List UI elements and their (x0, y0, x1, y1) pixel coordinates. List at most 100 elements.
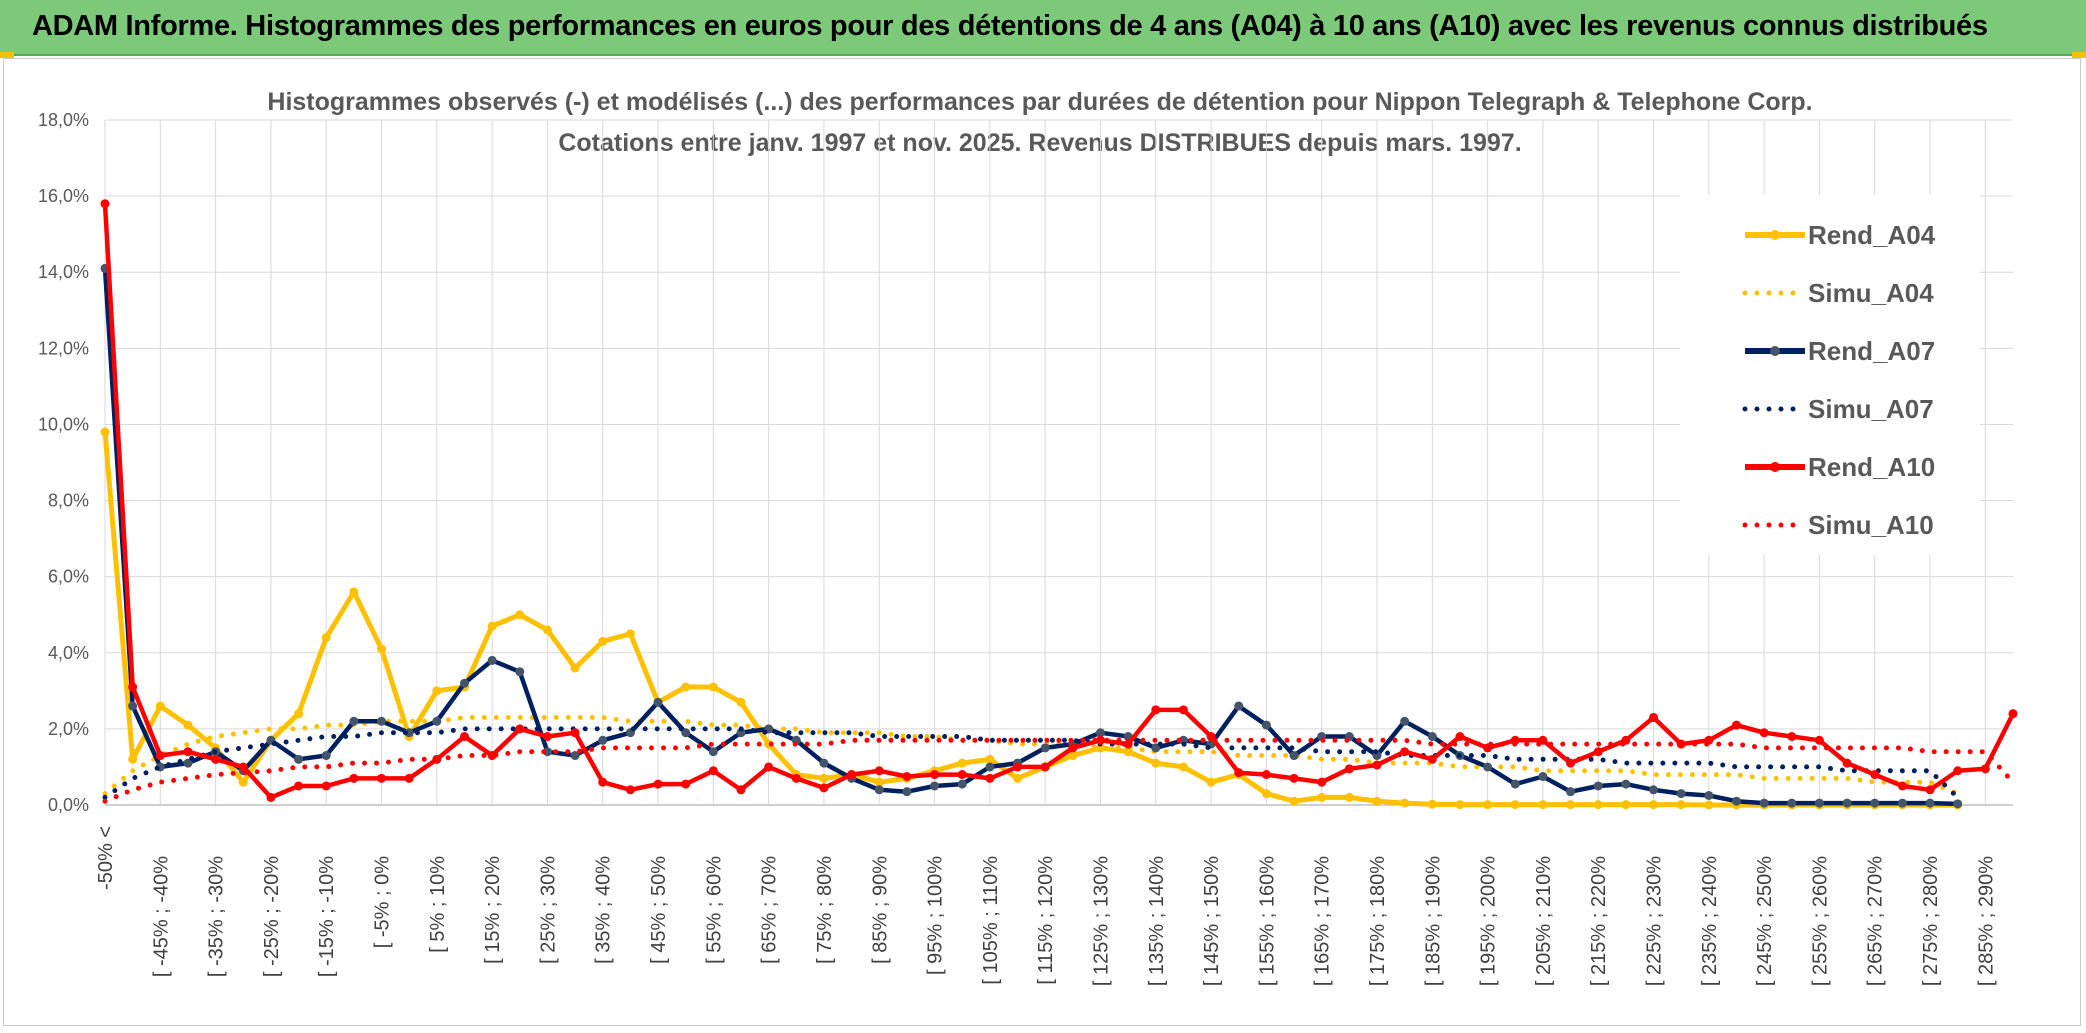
point-rend-a10 (1925, 785, 1935, 795)
x-tick-label: [ 275% ; 280% (1920, 856, 1942, 986)
point-rend-a10 (459, 732, 469, 741)
point-rend-a07 (570, 751, 580, 761)
point-rend-a10 (1566, 758, 1576, 768)
point-rend-a04 (1178, 762, 1188, 772)
point-rend-a07 (1787, 798, 1797, 808)
point-rend-a04 (1621, 800, 1631, 810)
x-tick-label: [ 255% ; 260% (1809, 856, 1831, 986)
point-rend-a07 (1953, 799, 1963, 809)
point-rend-a10 (1455, 732, 1465, 741)
point-rend-a07 (1842, 798, 1852, 808)
y-tick-label: 16,0% (38, 186, 89, 206)
point-rend-a07 (321, 751, 331, 761)
point-rend-a10 (1344, 764, 1354, 774)
point-rend-a04 (128, 754, 138, 764)
point-rend-a10 (128, 682, 138, 692)
chart-title: Histogrammes observés (-) et modélisés (… (267, 88, 1812, 116)
series-line-simu-a10 (102, 737, 2016, 804)
x-tick-label: [ 195% ; 200% (1478, 856, 1500, 986)
point-rend-a10 (625, 785, 635, 795)
x-tick-label: [ 225% ; 230% (1644, 856, 1666, 986)
point-rend-a10 (349, 773, 359, 783)
point-rend-a04 (985, 754, 995, 764)
point-rend-a07 (819, 758, 829, 768)
point-rend-a07 (1483, 762, 1493, 772)
point-rend-a10 (1400, 747, 1410, 757)
point-rend-a07 (736, 728, 746, 738)
point-rend-a04 (1344, 792, 1354, 802)
point-rend-a04 (681, 682, 691, 692)
point-rend-a04 (1510, 800, 1520, 810)
point-rend-a10 (1731, 720, 1741, 730)
point-rend-a04 (1566, 800, 1576, 810)
point-rend-a07 (598, 735, 608, 745)
point-rend-a10 (515, 724, 525, 734)
point-rend-a07 (874, 785, 884, 795)
point-rend-a10 (2008, 709, 2018, 719)
point-rend-a04 (1206, 777, 1216, 787)
point-rend-a04 (625, 629, 635, 639)
point-rend-a07 (902, 787, 912, 797)
point-rend-a10 (1870, 770, 1880, 780)
point-rend-a10 (930, 770, 940, 780)
x-tick-label: [ 185% ; 190% (1422, 856, 1444, 986)
legend: Rend_A04 Simu_A04 Rend_A07 Simu_A07 Rend_A10… (1680, 195, 1980, 555)
point-rend-a10 (764, 762, 774, 772)
point-rend-a07 (1870, 798, 1880, 808)
x-axis: -50% < [ -45% ; -40% [ -35% ; -30% [ -25% ;… (95, 804, 2013, 986)
point-rend-a04 (598, 636, 608, 646)
point-rend-a10 (1068, 743, 1078, 753)
point-rend-a04 (708, 682, 718, 692)
point-rend-a04 (1151, 758, 1161, 768)
point-rend-a10 (294, 781, 304, 791)
corner-mark-left (0, 52, 14, 58)
point-rend-a07 (128, 701, 138, 711)
title-banner: ADAM Informe. Histogrammes des performan… (0, 0, 2086, 56)
point-rend-a07 (1427, 732, 1437, 741)
point-rend-a10 (1040, 762, 1050, 772)
point-rend-a10 (542, 732, 552, 741)
x-tick-label: [ -45% ; -40% (150, 856, 172, 977)
point-rend-a04 (542, 625, 552, 635)
point-rend-a07 (487, 655, 497, 665)
x-tick-label: -50% < (95, 826, 117, 890)
y-tick-label: 12,0% (38, 338, 89, 358)
legend-label-simu-a07: Simu_A07 (1808, 394, 1934, 424)
point-rend-a04 (1317, 792, 1327, 802)
point-rend-a04 (1400, 798, 1410, 808)
point-rend-a07 (183, 758, 193, 768)
x-tick-label: [ 155% ; 160% (1256, 856, 1278, 986)
point-rend-a04 (1704, 800, 1714, 810)
point-rend-a07 (681, 728, 691, 738)
point-rend-a04 (819, 773, 829, 783)
x-tick-label: [ 5% ; 10% (427, 856, 449, 953)
point-rend-a10 (1234, 768, 1244, 778)
x-tick-label: [ 15% ; 20% (482, 856, 504, 964)
point-rend-a10 (1593, 747, 1603, 757)
point-rend-a04 (1455, 800, 1465, 810)
y-tick-label: 14,0% (38, 262, 89, 282)
legend-marker-rend-a07 (1770, 346, 1780, 356)
point-rend-a04 (1676, 800, 1686, 810)
point-rend-a10 (902, 771, 912, 781)
point-rend-a07 (1040, 743, 1050, 753)
point-rend-a10 (985, 773, 995, 783)
point-rend-a10 (1842, 758, 1852, 768)
point-rend-a10 (1289, 773, 1299, 783)
series-line-simu-a07 (102, 726, 1961, 800)
point-rend-a10 (1095, 735, 1105, 745)
point-rend-a10 (819, 783, 829, 793)
point-rend-a04 (957, 758, 967, 768)
point-rend-a10 (100, 199, 110, 209)
x-tick-label: [ 105% ; 110% (980, 856, 1002, 985)
point-rend-a07 (1510, 779, 1520, 789)
point-rend-a10 (1261, 770, 1271, 780)
point-rend-a10 (1427, 754, 1437, 764)
x-tick-label: [ 235% ; 240% (1699, 856, 1721, 986)
point-rend-a04 (349, 587, 359, 597)
point-rend-a10 (377, 773, 387, 783)
corner-mark-right (2072, 52, 2086, 58)
x-tick-label: [ 265% ; 270% (1865, 856, 1887, 986)
point-rend-a07 (1234, 701, 1244, 711)
